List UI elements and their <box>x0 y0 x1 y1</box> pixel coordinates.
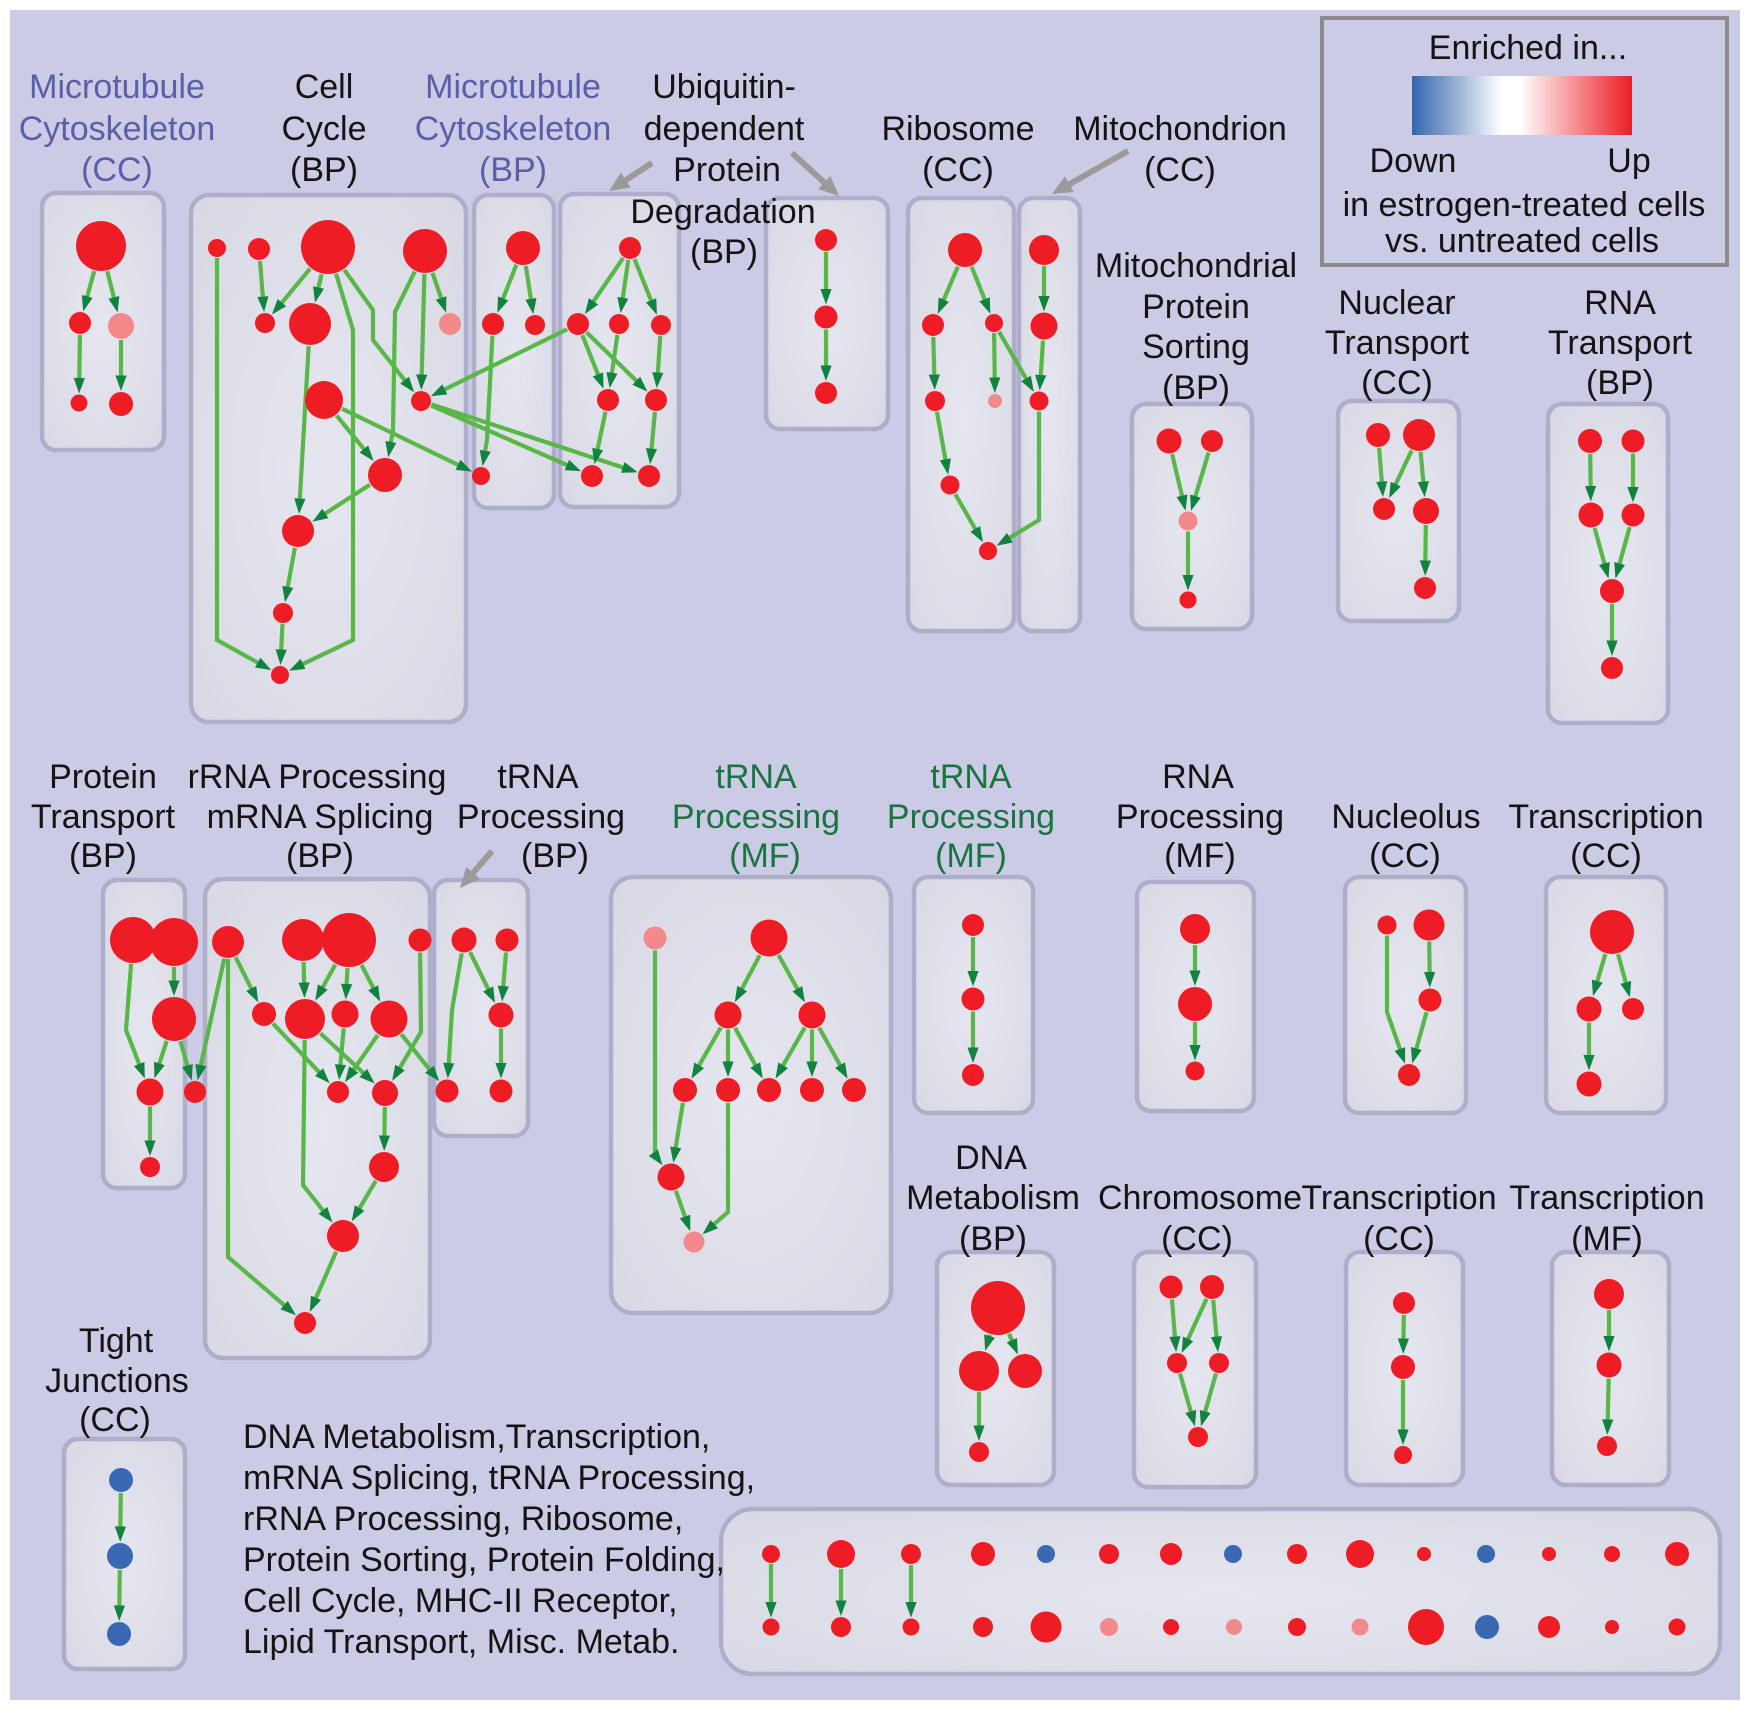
svg-text:(MF): (MF) <box>935 837 1007 875</box>
svg-text:tRNA: tRNA <box>930 758 1012 796</box>
svg-text:(BP): (BP) <box>690 233 758 271</box>
svg-text:Microtubule: Microtubule <box>29 68 205 106</box>
svg-text:(CC): (CC) <box>1361 364 1433 402</box>
svg-text:in estrogen-treated cells: in estrogen-treated cells <box>1343 186 1706 224</box>
svg-text:(BP): (BP) <box>69 837 137 875</box>
svg-text:Processing: Processing <box>672 798 840 836</box>
svg-text:(CC): (CC) <box>922 151 994 189</box>
svg-text:Metabolism: Metabolism <box>906 1179 1080 1217</box>
svg-text:(MF): (MF) <box>729 837 801 875</box>
svg-text:Transport: Transport <box>1548 324 1693 362</box>
svg-text:(CC): (CC) <box>81 151 153 189</box>
svg-text:Cycle: Cycle <box>281 110 366 148</box>
svg-text:(BP): (BP) <box>521 837 589 875</box>
svg-text:Cell Cycle, MHC-II Receptor,: Cell Cycle, MHC-II Receptor, <box>243 1582 678 1620</box>
svg-text:Chromosome: Chromosome <box>1098 1179 1302 1217</box>
svg-text:Cell: Cell <box>295 68 354 106</box>
svg-text:tRNA: tRNA <box>497 758 579 796</box>
svg-text:Transcription: Transcription <box>1509 1179 1704 1217</box>
svg-text:(MF): (MF) <box>1571 1220 1643 1258</box>
svg-text:Ribosome: Ribosome <box>881 110 1034 148</box>
svg-text:(CC): (CC) <box>79 1401 151 1439</box>
svg-text:vs. untreated cells: vs. untreated cells <box>1385 222 1659 260</box>
svg-text:Processing: Processing <box>887 798 1055 836</box>
svg-text:Transport: Transport <box>1325 324 1470 362</box>
svg-text:Sorting: Sorting <box>1142 328 1250 366</box>
svg-text:(BP): (BP) <box>479 151 547 189</box>
svg-text:mRNA Splicing, tRNA Processing: mRNA Splicing, tRNA Processing, <box>243 1459 755 1497</box>
svg-text:DNA Metabolism,Transcription,: DNA Metabolism,Transcription, <box>243 1418 710 1456</box>
svg-text:Lipid Transport, Misc. Metab.: Lipid Transport, Misc. Metab. <box>243 1623 680 1661</box>
svg-text:Nuclear: Nuclear <box>1338 284 1455 322</box>
svg-text:Processing: Processing <box>457 798 625 836</box>
svg-text:Junctions: Junctions <box>45 1362 189 1400</box>
svg-text:Protein Sorting, Protein Foldi: Protein Sorting, Protein Folding, <box>243 1541 725 1579</box>
svg-text:(CC): (CC) <box>1144 151 1216 189</box>
svg-text:Degradation: Degradation <box>630 193 815 231</box>
svg-text:tRNA: tRNA <box>715 758 797 796</box>
svg-text:(BP): (BP) <box>1162 369 1230 407</box>
svg-text:rRNA Processing: rRNA Processing <box>188 758 447 796</box>
svg-text:(CC): (CC) <box>1570 837 1642 875</box>
svg-text:DNA: DNA <box>955 1139 1027 1177</box>
svg-text:(MF): (MF) <box>1164 837 1236 875</box>
svg-text:Down: Down <box>1370 142 1457 180</box>
svg-text:Processing: Processing <box>1116 798 1284 836</box>
svg-text:Microtubule: Microtubule <box>425 68 601 106</box>
svg-text:(CC): (CC) <box>1363 1220 1435 1258</box>
svg-text:(BP): (BP) <box>959 1220 1027 1258</box>
svg-text:(CC): (CC) <box>1161 1220 1233 1258</box>
svg-text:Mitochondrion: Mitochondrion <box>1073 110 1287 148</box>
svg-text:Ubiquitin-: Ubiquitin- <box>652 68 796 106</box>
svg-text:Protein: Protein <box>49 758 157 796</box>
svg-text:Transcription: Transcription <box>1508 798 1703 836</box>
svg-text:Transcription: Transcription <box>1301 1179 1496 1217</box>
svg-text:Enriched in...: Enriched in... <box>1429 29 1627 67</box>
svg-text:Transport: Transport <box>31 798 176 836</box>
svg-text:(BP): (BP) <box>290 151 358 189</box>
svg-text:Up: Up <box>1607 142 1650 180</box>
svg-text:(BP): (BP) <box>286 837 354 875</box>
svg-text:Mitochondrial: Mitochondrial <box>1095 247 1297 285</box>
svg-text:dependent: dependent <box>644 110 805 148</box>
svg-text:Tight: Tight <box>79 1322 154 1360</box>
svg-text:RNA: RNA <box>1162 758 1234 796</box>
svg-text:Cytoskeleton: Cytoskeleton <box>19 110 216 148</box>
svg-text:Cytoskeleton: Cytoskeleton <box>415 110 612 148</box>
svg-text:Protein: Protein <box>673 151 781 189</box>
svg-text:rRNA Processing, Ribosome,: rRNA Processing, Ribosome, <box>243 1500 683 1538</box>
svg-text:Protein: Protein <box>1142 288 1250 326</box>
svg-text:(CC): (CC) <box>1369 837 1441 875</box>
svg-text:Nucleolus: Nucleolus <box>1331 798 1480 836</box>
svg-text:mRNA Splicing: mRNA Splicing <box>207 798 434 836</box>
svg-text:RNA: RNA <box>1584 284 1656 322</box>
svg-text:(BP): (BP) <box>1586 364 1654 402</box>
